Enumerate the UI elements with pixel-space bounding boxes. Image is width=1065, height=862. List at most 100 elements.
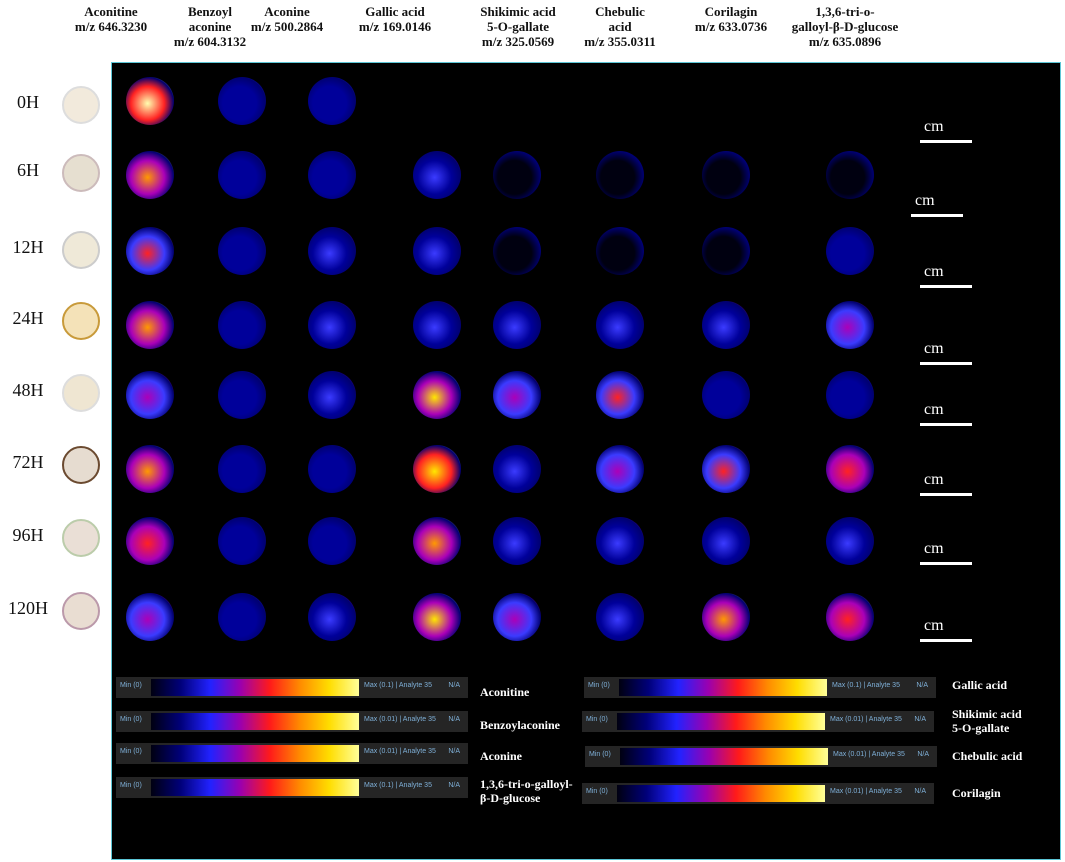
msi-image-cell	[696, 221, 756, 281]
msi-image-cell	[820, 439, 880, 499]
tissue-section-image	[218, 227, 266, 275]
tissue-section-image	[413, 371, 461, 419]
msi-image-cell	[696, 439, 756, 499]
msi-image-cell	[407, 295, 467, 355]
colorbar: Min (0) Max (0.01) | Analyte 35 N/A	[582, 711, 934, 732]
sample-slice-photo	[62, 86, 100, 124]
msi-image-cell	[120, 71, 180, 131]
msi-image-cell	[302, 145, 362, 205]
msi-image-cell	[487, 71, 547, 131]
colorbar-min: Min (0)	[588, 682, 610, 689]
column-header: Aconitine m/z 646.3230	[74, 4, 148, 34]
msi-image-cell	[487, 439, 547, 499]
tissue-section-image	[826, 445, 874, 493]
sample-slice-photo	[62, 374, 100, 412]
msi-image-cell	[120, 587, 180, 647]
msi-image-cell	[407, 439, 467, 499]
tissue-section-image	[493, 301, 541, 349]
tissue-section-image	[413, 517, 461, 565]
colorbar: Min (0) Max (0.1) | Analyte 35 N/A	[116, 677, 468, 698]
tissue-section-image	[826, 517, 874, 565]
scale-label: cm	[924, 263, 944, 280]
row-label: 96H	[12, 525, 44, 545]
colorbar: Min (0) Max (0.01) | Analyte 35 N/A	[582, 783, 934, 804]
sample-slice-photo	[62, 154, 100, 192]
tissue-section-image	[596, 227, 644, 275]
sample-slice-photo	[62, 231, 100, 269]
colorbar-max: Max (0.1) | Analyte 35	[364, 782, 432, 789]
sample-slice-photo	[62, 302, 100, 340]
row-label: 12H	[12, 237, 44, 257]
msi-image-cell	[820, 511, 880, 571]
msi-image-cell	[302, 511, 362, 571]
colorbar-na: N/A	[916, 682, 928, 689]
msi-image-cell	[820, 71, 880, 131]
msi-image-cell	[302, 365, 362, 425]
scale-bar	[920, 639, 972, 642]
tissue-section-image	[218, 445, 266, 493]
colorbar-gradient	[619, 679, 827, 696]
colorbar-compound-name: Benzoylaconine	[480, 718, 560, 732]
colorbar-na: N/A	[448, 782, 460, 789]
msi-image-cell	[120, 439, 180, 499]
scale-bar	[920, 562, 972, 565]
msi-image-cell	[696, 587, 756, 647]
tissue-section-image	[702, 517, 750, 565]
msi-image-cell	[820, 587, 880, 647]
tissue-section-image	[218, 77, 266, 125]
colorbar-compound-name: Aconitine	[480, 685, 530, 699]
msi-image-cell	[212, 365, 272, 425]
msi-image-cell	[590, 145, 650, 205]
colorbar-max: Max (0.01) | Analyte 35	[830, 716, 902, 723]
column-header: Chebulic acid m/z 355.0311	[584, 4, 656, 49]
column-header: 1,3,6-tri-o- galloyl-β-D-glucose m/z 635…	[791, 4, 899, 49]
tissue-section-image	[308, 593, 356, 641]
row-label: 120H	[8, 598, 48, 618]
column-header: Shikimic acid 5-O-gallate m/z 325.0569	[480, 4, 556, 49]
tissue-section-image	[826, 301, 874, 349]
msi-image-cell	[696, 145, 756, 205]
msi-image-cell	[407, 71, 467, 131]
column-header: Corilagin m/z 633.0736	[694, 4, 768, 34]
tissue-section-image	[218, 371, 266, 419]
msi-image-cell	[487, 365, 547, 425]
tissue-section-image	[493, 371, 541, 419]
colorbar-compound-name: Aconine	[480, 749, 522, 763]
colorbar-max: Max (0.01) | Analyte 35	[833, 751, 905, 758]
tissue-section-image	[308, 301, 356, 349]
tissue-section-image	[126, 445, 174, 493]
colorbar-compound-name: Corilagin	[952, 786, 1001, 800]
msi-image-cell	[302, 295, 362, 355]
tissue-section-image	[596, 371, 644, 419]
colorbar-compound-name: Gallic acid	[952, 678, 1007, 692]
msi-image-cell	[590, 511, 650, 571]
msi-image-cell	[590, 365, 650, 425]
msi-image-cell	[696, 71, 756, 131]
scale-bar	[920, 140, 972, 143]
scale-label: cm	[924, 401, 944, 418]
msi-image-cell	[212, 295, 272, 355]
scale-bar	[920, 493, 972, 496]
column-header: Aconine m/z 500.2864	[250, 4, 324, 34]
scale-bar	[920, 423, 972, 426]
tissue-section-image	[596, 517, 644, 565]
colorbar-na: N/A	[914, 788, 926, 795]
tissue-section-image	[596, 445, 644, 493]
row-label: 6H	[17, 160, 39, 180]
msi-image-cell	[302, 439, 362, 499]
msi-image-cell	[487, 295, 547, 355]
tissue-section-image	[702, 371, 750, 419]
tissue-section-image	[126, 301, 174, 349]
tissue-section-image	[413, 151, 461, 199]
msi-image-cell	[212, 71, 272, 131]
msi-image-cell	[212, 221, 272, 281]
colorbar: Min (0) Max (0.1) | Analyte 35 N/A	[584, 677, 936, 698]
msi-image-cell	[120, 221, 180, 281]
msi-image-cell	[212, 587, 272, 647]
colorbar-compound-name: Shikimic acid 5-O-gallate	[952, 707, 1022, 735]
tissue-section-image	[413, 445, 461, 493]
colorbar-min: Min (0)	[120, 748, 142, 755]
colorbar-na: N/A	[914, 716, 926, 723]
tissue-section-image	[493, 445, 541, 493]
msi-image-cell	[212, 511, 272, 571]
